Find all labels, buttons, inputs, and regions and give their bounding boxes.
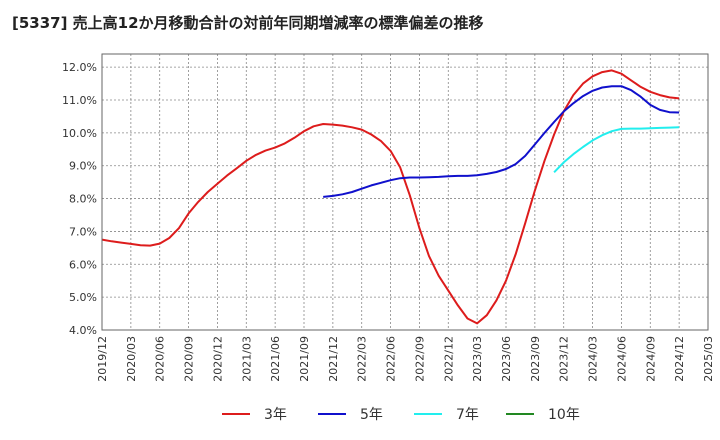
x-tick-label: 2025/03 bbox=[702, 336, 715, 382]
x-tick-label: 2023/09 bbox=[529, 336, 542, 382]
grid-lines bbox=[101, 54, 709, 331]
x-tick-label: 2021/03 bbox=[240, 336, 253, 382]
x-tick-label: 2023/12 bbox=[558, 336, 571, 382]
x-tick-label: 2021/09 bbox=[298, 336, 311, 382]
y-tick-label: 4.0% bbox=[69, 324, 97, 337]
plot-background bbox=[102, 54, 708, 330]
series-line bbox=[101, 69, 680, 325]
legend-label: 5年 bbox=[360, 407, 383, 423]
x-tick-label: 2019/12 bbox=[96, 336, 109, 382]
x-tick-label: 2021/12 bbox=[327, 336, 340, 382]
x-tick-label: 2024/12 bbox=[673, 336, 686, 382]
x-tick-label: 2021/06 bbox=[269, 336, 282, 382]
y-axis-ticks: 4.0% 5.0% 6.0% 7.0% 8.0% 9.0% 10.0% 11.0% 12.0% bbox=[62, 61, 97, 337]
series-line bbox=[323, 85, 680, 198]
x-tick-label: 2024/09 bbox=[644, 336, 657, 382]
x-tick-label: 2022/12 bbox=[442, 336, 455, 382]
plot-frame bbox=[101, 53, 709, 331]
chart-title: [5337] 売上高12か月移動合計の対前年同期増減率の標準偏差の推移 bbox=[12, 14, 484, 32]
x-tick-label: 2023/06 bbox=[500, 336, 513, 382]
y-tick-label: 11.0% bbox=[62, 94, 97, 107]
y-tick-label: 12.0% bbox=[62, 61, 97, 74]
y-tick-label: 9.0% bbox=[69, 160, 97, 173]
legend: 3年 5年 7年 10年 bbox=[222, 407, 580, 423]
legend-label: 10年 bbox=[548, 407, 580, 423]
series-lines bbox=[101, 69, 680, 325]
x-tick-label: 2020/12 bbox=[211, 336, 224, 382]
legend-label: 7年 bbox=[456, 407, 479, 423]
x-tick-label: 2023/03 bbox=[471, 336, 484, 382]
x-tick-label: 2024/03 bbox=[587, 336, 600, 382]
x-tick-label: 2022/06 bbox=[385, 336, 398, 382]
x-tick-label: 2022/03 bbox=[356, 336, 369, 382]
x-tick-label: 2020/09 bbox=[183, 336, 196, 382]
legend-label: 3年 bbox=[264, 407, 287, 423]
y-tick-label: 8.0% bbox=[69, 193, 97, 206]
x-tick-label: 2020/06 bbox=[154, 336, 167, 382]
y-tick-label: 7.0% bbox=[69, 225, 97, 238]
y-tick-label: 10.0% bbox=[62, 127, 97, 140]
y-tick-label: 6.0% bbox=[69, 258, 97, 271]
x-tick-label: 2020/03 bbox=[125, 336, 138, 382]
y-tick-label: 5.0% bbox=[69, 291, 97, 304]
x-tick-label: 2022/09 bbox=[413, 336, 426, 382]
series-line bbox=[553, 126, 680, 173]
x-axis-ticks: 2019/12 2020/03 2020/06 2020/09 2020/12 2021/… bbox=[96, 336, 715, 382]
x-tick-label: 2024/06 bbox=[615, 336, 628, 382]
